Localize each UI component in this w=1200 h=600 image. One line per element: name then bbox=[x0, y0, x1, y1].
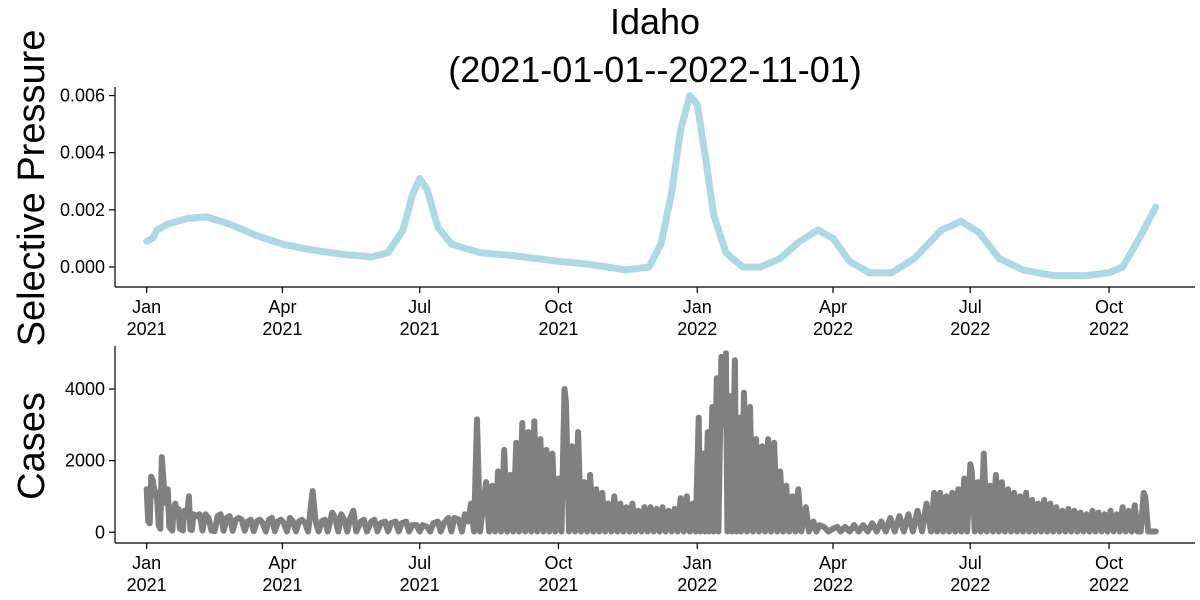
cases-x-tick-label-year: 2021 bbox=[262, 575, 302, 595]
cases-x-tick-label-year: 2022 bbox=[950, 575, 990, 595]
pressure-x-tick-label-month: Apr bbox=[819, 297, 847, 317]
pressure-x-tick-label-year: 2021 bbox=[400, 319, 440, 339]
selective-pressure-panel: Selective Pressure 0.000 0.002 0.004 0.006 J… bbox=[11, 30, 1195, 347]
pressure-x-tick-label-year: 2022 bbox=[677, 319, 717, 339]
cases-panel: Cases 020004000Jan2021Apr2021Jul2021Oct2… bbox=[11, 346, 1195, 595]
cases-x-tick-label-month: Apr bbox=[819, 553, 847, 573]
cases-series-line bbox=[143, 350, 1159, 535]
chart-title-line-2: (2021-01-01--2022-11-01) bbox=[448, 49, 862, 90]
pressure-y-tick-label: 0.004 bbox=[60, 143, 105, 163]
pressure-x-tick-label-year: 2021 bbox=[538, 319, 578, 339]
pressure-x-tick-label-month: Oct bbox=[1095, 297, 1123, 317]
pressure-series-line bbox=[143, 92, 1160, 280]
pressure-x-tick-label-month: Jul bbox=[959, 297, 982, 317]
pressure-x-tick-label-year: 2022 bbox=[813, 319, 853, 339]
pressure-x-tick-label-month: Jan bbox=[683, 297, 712, 317]
pressure-x-tick-label-year: 2022 bbox=[1089, 319, 1129, 339]
cases-x-tick-label-year: 2022 bbox=[677, 575, 717, 595]
cases-x-tick-label-year: 2021 bbox=[127, 575, 167, 595]
chart-title-line-1: Idaho bbox=[610, 1, 700, 42]
y-axis-label-selective-pressure: Selective Pressure bbox=[11, 30, 53, 347]
cases-y-tick-label: 0 bbox=[95, 522, 105, 542]
cases-x-tick-label-month: Oct bbox=[1095, 553, 1123, 573]
pressure-y-tick-label: 0.000 bbox=[60, 257, 105, 277]
cases-x-tick-label-month: Apr bbox=[268, 553, 296, 573]
cases-x-tick-label-month: Jan bbox=[683, 553, 712, 573]
pressure-y-tick-label: 0.006 bbox=[60, 86, 105, 106]
pressure-y-tick-label: 0.002 bbox=[60, 200, 105, 220]
cases-y-tick-label: 2000 bbox=[65, 451, 105, 471]
pressure-x-tick-label-year: 2021 bbox=[127, 319, 167, 339]
pressure-x-tick-label-month: Oct bbox=[544, 297, 572, 317]
cases-x-tick-label-year: 2022 bbox=[1089, 575, 1129, 595]
cases-y-tick-label: 4000 bbox=[65, 379, 105, 399]
pressure-x-tick-label-year: 2022 bbox=[950, 319, 990, 339]
pressure-x-tick-label-year: 2021 bbox=[262, 319, 302, 339]
cases-x-tick-label-month: Jul bbox=[408, 553, 431, 573]
y-axis-label-cases: Cases bbox=[11, 392, 53, 500]
cases-x-tick-label-year: 2022 bbox=[813, 575, 853, 595]
cases-x-tick-label-month: Oct bbox=[544, 553, 572, 573]
cases-x-tick-label-month: Jul bbox=[959, 553, 982, 573]
pressure-x-tick-label-month: Apr bbox=[268, 297, 296, 317]
pressure-x-tick-label-month: Jul bbox=[408, 297, 431, 317]
pressure-x-tick-label-month: Jan bbox=[132, 297, 161, 317]
cases-x-tick-label-year: 2021 bbox=[400, 575, 440, 595]
cases-x-tick-label-year: 2021 bbox=[538, 575, 578, 595]
cases-x-tick-label-month: Jan bbox=[132, 553, 161, 573]
